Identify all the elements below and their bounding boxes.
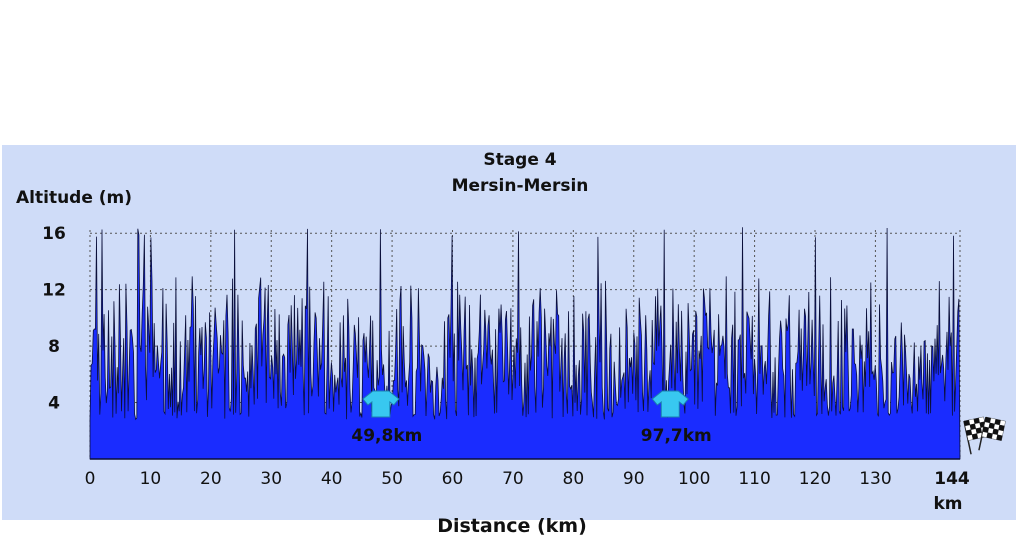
y-tick-label: 8 (48, 337, 60, 357)
x-tick-label: 90 (623, 469, 645, 489)
x-unit-label: km (933, 494, 962, 514)
x-tick-label: 50 (381, 469, 403, 489)
x-tick-label: 120 (799, 469, 831, 489)
sprint-markers: 49,8km 97,7km (351, 390, 712, 446)
flag (963, 416, 988, 455)
sprint-marker: 97,7km (641, 390, 712, 446)
x-tick-label: 60 (442, 469, 464, 489)
flag (978, 416, 1006, 451)
x-tick-label: 130 (859, 469, 891, 489)
x-tick-label: 0 (85, 469, 96, 489)
x-tick-label: 10 (140, 469, 162, 489)
x-tick-label: 30 (260, 469, 282, 489)
y-tick-label: 4 (48, 394, 60, 414)
y-ticks: 4 8 12 16 (42, 224, 66, 413)
sprint-label: 49,8km (351, 426, 422, 446)
x-end-label: 144 (934, 469, 970, 489)
checkered-flag-icon (963, 416, 1006, 455)
x-ticks: 0 10 20 30 40 50 60 70 80 90 100 110 120 130 (85, 469, 892, 489)
x-tick-label: 100 (678, 469, 710, 489)
x-tick-label: 110 (738, 469, 770, 489)
x-axis-label: Distance (km) (437, 515, 587, 537)
altitude-fill (89, 227, 961, 460)
y-axis-label: Altitude (m) (16, 188, 132, 208)
jersey-icon (362, 390, 400, 418)
flag-square (996, 434, 1003, 441)
chart-subtitle: Mersin-Mersin (452, 176, 589, 196)
y-tick-label: 12 (42, 281, 66, 301)
sprint-label: 97,7km (641, 426, 712, 446)
x-tick-label: 70 (502, 469, 524, 489)
chart-title: Stage 4 (483, 150, 556, 170)
altitude-profile-chart: Stage 4 Mersin-Mersin Altitude (m) 4 8 12 1… (16, 150, 1006, 514)
x-tick-label: 20 (200, 469, 222, 489)
jersey-icon (651, 390, 689, 418)
altitude-area (89, 227, 961, 460)
chart-panel: Stage 4 Mersin-Mersin Altitude (m) 4 8 12 1… (2, 145, 1016, 520)
sprint-marker: 49,8km (351, 390, 422, 446)
x-tick-label: 80 (563, 469, 585, 489)
y-tick-label: 16 (42, 224, 66, 244)
x-tick-label: 40 (321, 469, 343, 489)
